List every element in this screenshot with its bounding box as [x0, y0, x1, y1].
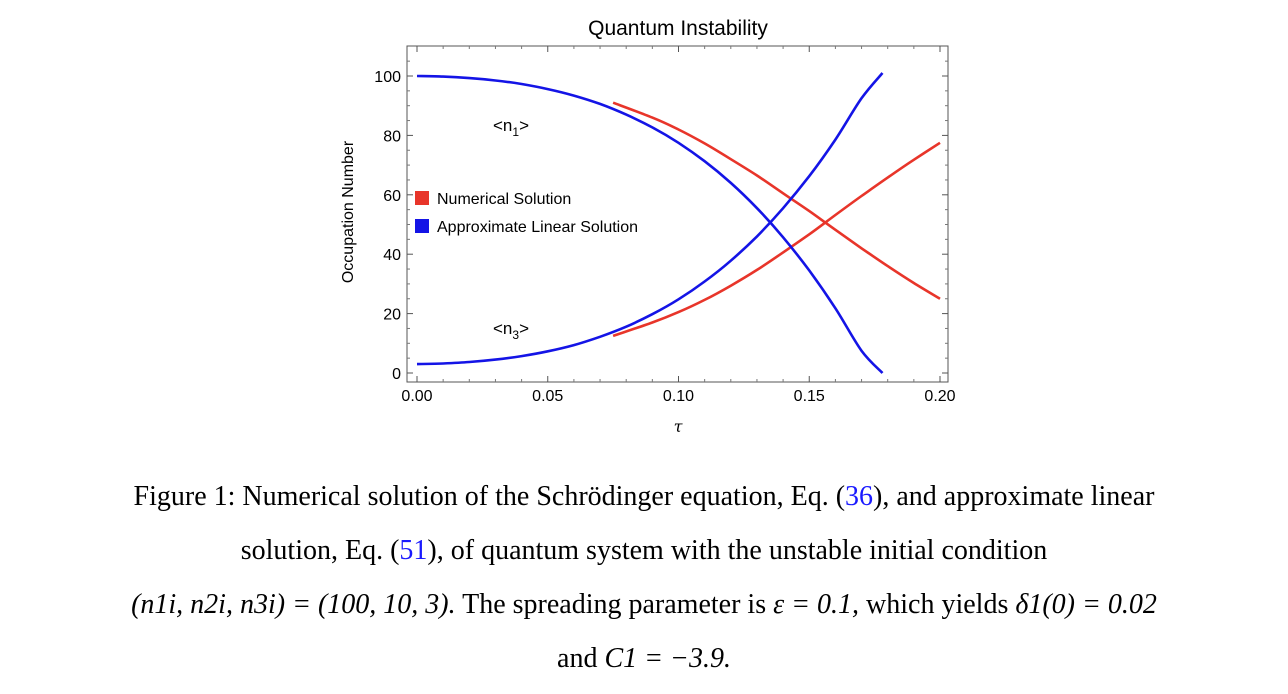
legend-label-linear: Approximate Linear Solution [437, 219, 638, 236]
plot-frame [406, 45, 949, 383]
caption-text-2b: ), of quantum system with the unstable i… [427, 535, 1048, 566]
caption-line-4: and C1 = −3.9. [10, 632, 1278, 686]
legend-label-numerical: Numerical Solution [437, 191, 571, 208]
annotation-n3-base: <n [493, 319, 512, 338]
annotation-n1-base: <n [493, 116, 512, 135]
y-tick-label: 0 [392, 366, 401, 383]
caption-text-1a: Figure 1: Numerical solution of the Schr… [133, 481, 846, 512]
legend: Numerical Solution Approximate Linear So… [415, 191, 638, 236]
series-line-numerical-n1 [612, 101, 941, 300]
caption-math-delta: δ1(0) = 0.02 [1015, 589, 1157, 620]
annotation-n1-end: > [519, 116, 529, 135]
y-axis-label: Occupation Number [340, 140, 357, 283]
x-tick-label: 0.00 [401, 388, 432, 405]
y-tick-label: 60 [383, 188, 401, 205]
x-tick-label: 0.15 [794, 388, 825, 405]
annotation-n3-sub: 3 [512, 328, 519, 342]
caption-line-2: solution, Eq. (51), of quantum system wi… [10, 524, 1278, 578]
axis-ticks: 0.00 0.05 0.10 0.15 0.20 0 20 40 60 80 100 [374, 46, 956, 405]
x-tick-label: 0.10 [663, 388, 694, 405]
chart: Quantum Instability Occupation Number τ … [340, 17, 956, 436]
annotation-n3: <n3> [493, 319, 529, 342]
series-line-linear-n1 [416, 74, 884, 374]
x-tick-label: 0.20 [924, 388, 955, 405]
y-axis-label-group: Occupation Number [340, 140, 357, 283]
annotation-n3-end: > [519, 319, 529, 338]
caption-text-4: and [557, 643, 605, 674]
y-tick-label: 100 [374, 69, 401, 86]
caption-line-3: (n1i, n2i, n3i) = (100, 10, 3). The spre… [10, 578, 1278, 632]
caption-line-1: Figure 1: Numerical solution of the Schr… [10, 470, 1278, 524]
caption-text-3b: which yields [859, 589, 1016, 620]
chart-title: Quantum Instability [588, 17, 768, 40]
figure-caption: Figure 1: Numerical solution of the Schr… [10, 470, 1278, 686]
caption-text-2a: solution, Eq. ( [240, 535, 400, 566]
series-line-linear-n3 [416, 72, 884, 366]
caption-text-1b: ), and approximate linear [873, 481, 1155, 512]
caption-math-c1: C1 = −3.9. [604, 643, 731, 674]
legend-swatch-numerical [415, 191, 429, 205]
caption-math-epsilon: ε = 0.1, [773, 589, 860, 620]
annotation-n1: <n1> [493, 116, 529, 139]
y-tick-label: 20 [383, 307, 401, 324]
series-layer [416, 72, 941, 374]
equation-ref-36[interactable]: 36 [845, 481, 874, 512]
caption-text-3: The spreading parameter is [455, 589, 774, 620]
series-line-numerical-n3 [612, 141, 941, 338]
caption-math-initial: (n1i, n2i, n3i) = (100, 10, 3). [131, 589, 456, 620]
x-tick-label: 0.05 [532, 388, 563, 405]
equation-ref-51[interactable]: 51 [399, 535, 428, 566]
y-tick-label: 80 [383, 128, 401, 145]
y-tick-label: 40 [383, 247, 401, 264]
x-axis-label: τ [674, 417, 684, 436]
annotation-n1-sub: 1 [512, 125, 519, 139]
legend-swatch-linear [415, 219, 429, 233]
